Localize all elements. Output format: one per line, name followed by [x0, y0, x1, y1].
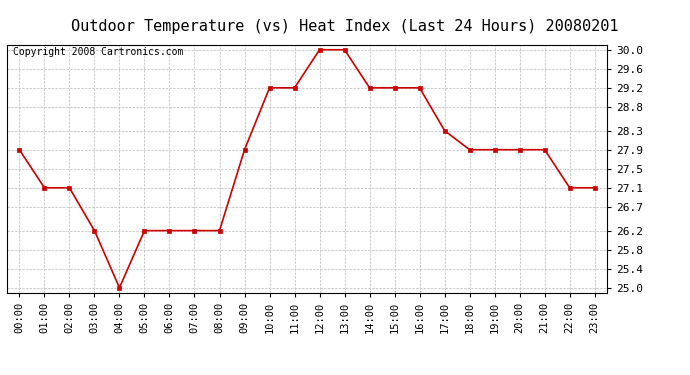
Text: Outdoor Temperature (vs) Heat Index (Last 24 Hours) 20080201: Outdoor Temperature (vs) Heat Index (Las…	[71, 19, 619, 34]
Text: Copyright 2008 Cartronics.com: Copyright 2008 Cartronics.com	[13, 48, 184, 57]
